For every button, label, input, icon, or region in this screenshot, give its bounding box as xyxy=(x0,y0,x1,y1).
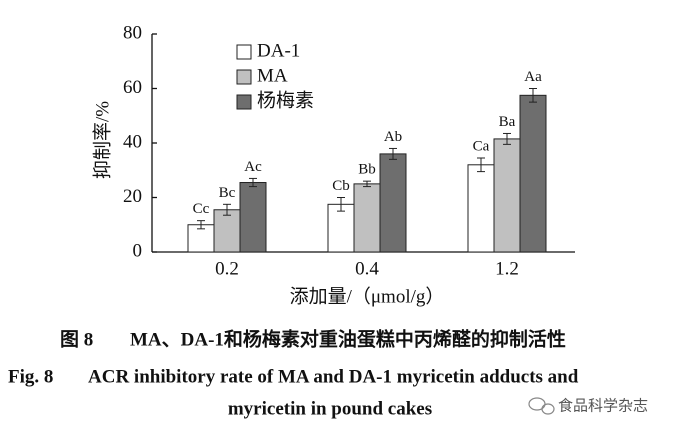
significance-label: Aa xyxy=(524,69,542,85)
significance-label: Cc xyxy=(193,201,210,217)
error-bar xyxy=(529,88,537,103)
legend-swatch xyxy=(236,69,252,85)
legend-swatch xyxy=(236,44,252,60)
x-tick-label: 0.4 xyxy=(355,258,379,279)
legend-label: 杨梅素 xyxy=(257,89,314,111)
caption-label: 图 8 xyxy=(60,328,93,350)
significance-label: Cb xyxy=(332,178,350,194)
bar xyxy=(519,94,547,253)
error-bar xyxy=(249,177,257,188)
legend-swatch xyxy=(236,94,252,110)
y-axis-label: 抑制率/% xyxy=(91,101,113,179)
significance-label: Ba xyxy=(499,114,516,130)
significance-label: Ac xyxy=(244,159,262,175)
error-bar xyxy=(363,180,371,188)
bar xyxy=(493,138,521,253)
bar xyxy=(239,182,267,253)
x-axis-label: 添加量/（μmol/g） xyxy=(290,285,445,307)
y-tick-label: 20 xyxy=(123,186,142,207)
caption-en-line: ACR inhibitory rate of MA and DA-1 myric… xyxy=(88,366,579,387)
error-bar xyxy=(389,147,397,160)
watermark-icon xyxy=(528,397,555,415)
x-tick-label: 1.2 xyxy=(495,258,519,279)
y-tick-label: 60 xyxy=(123,77,142,98)
bar xyxy=(213,209,241,253)
watermark: 食品科学杂志 xyxy=(558,397,648,415)
x-tick-label: 0.2 xyxy=(215,258,239,279)
significance-label: Ca xyxy=(473,138,490,154)
error-bar xyxy=(503,132,511,145)
bar xyxy=(353,183,381,253)
bar xyxy=(327,203,355,253)
y-tick-label: 0 xyxy=(133,240,143,261)
y-tick-label: 80 xyxy=(123,22,142,43)
legend-label: DA-1 xyxy=(257,40,300,61)
error-bar xyxy=(337,197,345,212)
caption-en-label: Fig. 8 xyxy=(8,366,53,387)
bar xyxy=(379,153,407,253)
caption-text: MA、DA-1和杨梅素对重油蛋糕中丙烯醛的抑制活性 xyxy=(130,327,566,350)
error-bar xyxy=(477,157,485,173)
significance-label: Bc xyxy=(219,185,236,201)
error-bar xyxy=(197,220,205,230)
error-bar xyxy=(223,203,231,216)
legend-label: MA xyxy=(257,65,288,86)
significance-label: Ab xyxy=(384,129,402,145)
caption-en-line: myricetin in pound cakes xyxy=(228,398,432,419)
bar xyxy=(467,164,495,253)
y-tick-label: 40 xyxy=(123,131,142,152)
significance-label: Bb xyxy=(358,162,376,178)
